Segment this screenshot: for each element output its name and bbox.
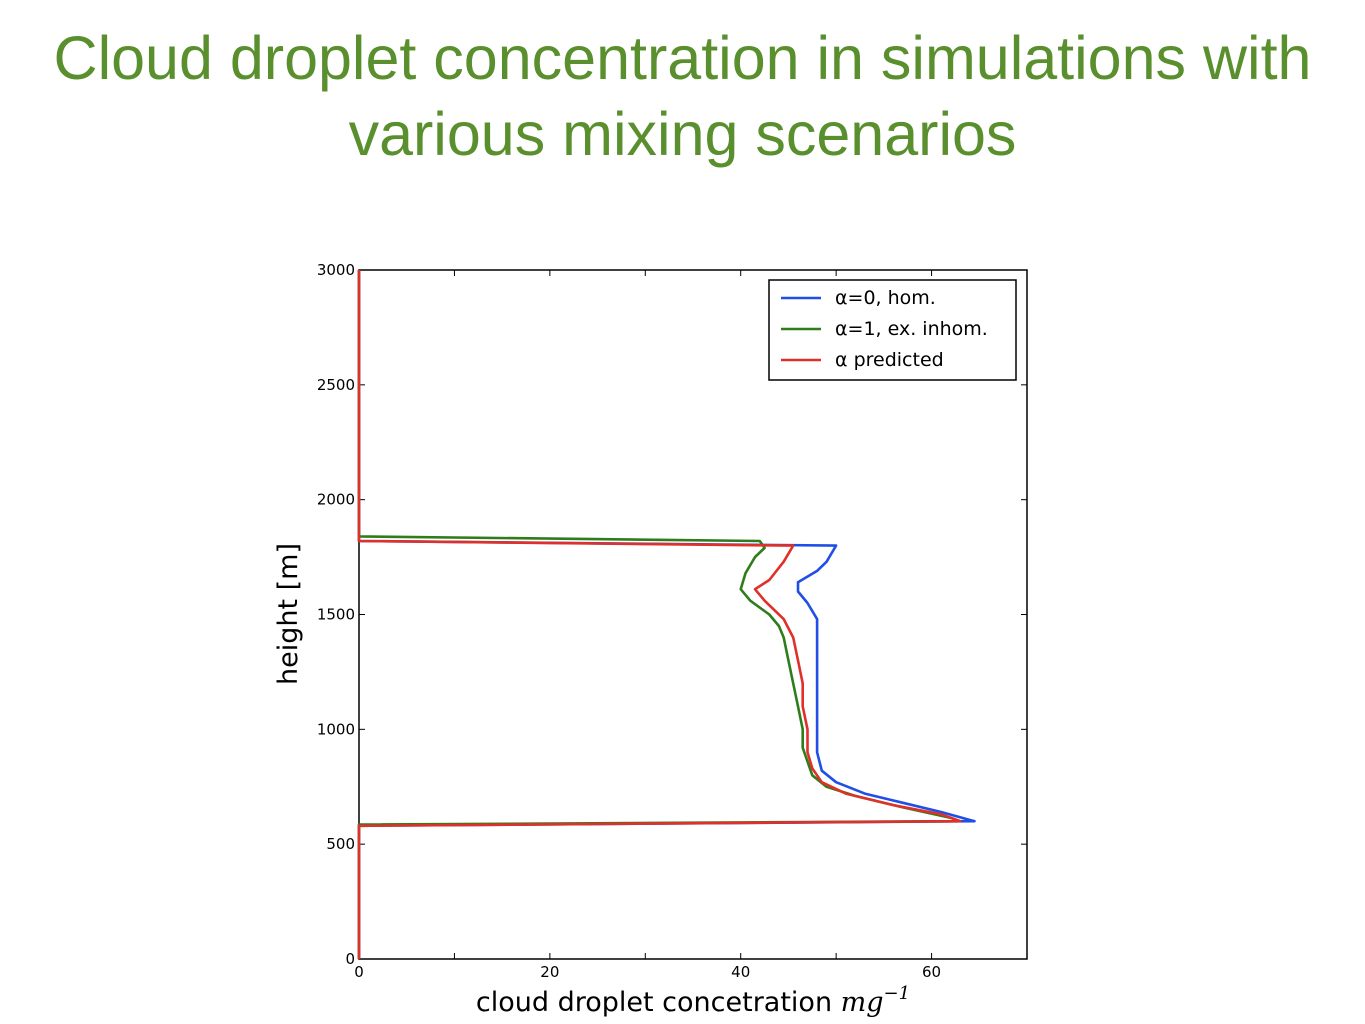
- y-tick-label: 500: [326, 835, 355, 853]
- series-layer: [357, 270, 976, 959]
- y-tick-label: 2500: [317, 376, 355, 394]
- y-tick-label: 3000: [317, 261, 355, 279]
- y-tick-label: 2000: [317, 491, 355, 509]
- x-tick-label: 40: [731, 963, 750, 981]
- slide-title: Cloud droplet concentration in simulatio…: [0, 20, 1365, 172]
- x-axis-label: cloud droplet concetration mg−1: [476, 983, 910, 1018]
- series-line-1: [357, 270, 976, 959]
- y-tick-label: 1500: [317, 606, 355, 624]
- y-tick-label: 0: [345, 950, 355, 968]
- x-tick-label: 0: [354, 963, 364, 981]
- y-tick-label: 1000: [317, 720, 355, 738]
- legend-label-3: α predicted: [835, 349, 944, 371]
- legend-label-1: α=0, hom.: [835, 287, 936, 309]
- legend-label-2: α=1, ex. inhom.: [835, 318, 988, 340]
- series-line-3: [357, 270, 962, 959]
- slide-title-line-2: various mixing scenarios: [348, 100, 1017, 168]
- plot-frame: [358, 269, 1028, 960]
- slide-title-line-1: Cloud droplet concentration in simulatio…: [53, 24, 1312, 92]
- axis-labels: cloud droplet concetration mg−1 height [m…: [273, 543, 910, 1018]
- y-axis-label: height [m]: [273, 543, 304, 685]
- plot-area: [358, 269, 1028, 960]
- x-tick-label: 60: [922, 963, 941, 981]
- x-tick-label: 20: [540, 963, 559, 981]
- legend: α=0, hom. α=1, ex. inhom. α predicted: [768, 279, 1017, 381]
- axis-ticks: 0 500 1000 1500 2000 2500 3000 0 20 40 60: [317, 261, 1028, 981]
